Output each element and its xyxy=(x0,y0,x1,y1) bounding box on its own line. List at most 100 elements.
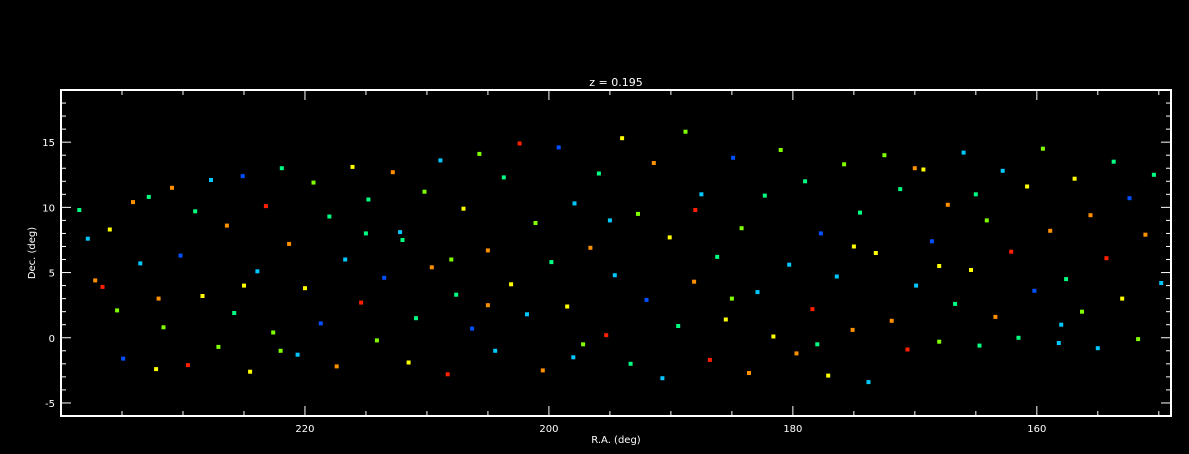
data-point xyxy=(449,257,454,262)
data-point xyxy=(826,373,831,378)
data-point xyxy=(612,273,617,278)
data-point xyxy=(255,269,260,274)
data-point xyxy=(363,231,368,236)
data-point xyxy=(973,192,978,197)
data-point xyxy=(937,264,942,268)
data-point xyxy=(295,352,300,357)
data-point xyxy=(200,294,205,298)
data-point xyxy=(707,357,712,362)
data-point xyxy=(1040,146,1045,151)
data-point xyxy=(803,179,808,184)
data-point xyxy=(279,166,284,171)
data-point xyxy=(400,238,405,242)
data-point xyxy=(77,208,82,212)
data-point xyxy=(937,339,942,344)
data-point xyxy=(1080,309,1084,314)
data-point xyxy=(170,185,174,190)
data-point xyxy=(1104,256,1109,261)
data-point xyxy=(866,380,871,385)
data-point xyxy=(739,226,744,231)
data-point xyxy=(232,311,237,315)
data-point xyxy=(914,283,919,288)
data-point xyxy=(787,262,792,267)
data-point xyxy=(85,236,90,241)
data-point xyxy=(794,351,799,356)
data-point xyxy=(1088,213,1093,218)
y-axis: -5 0 5 10 15 xyxy=(42,89,1171,417)
data-point xyxy=(216,344,221,349)
data-point xyxy=(398,230,403,235)
data-point xyxy=(100,284,105,289)
data-point xyxy=(327,214,332,219)
data-point xyxy=(470,326,475,331)
data-point xyxy=(1000,168,1005,173)
data-point xyxy=(731,155,736,160)
data-point xyxy=(676,324,681,328)
data-point xyxy=(1143,232,1148,237)
chart-title: z = 0.195 xyxy=(589,76,642,89)
data-point xyxy=(1072,176,1077,181)
data-point xyxy=(692,279,697,284)
data-point xyxy=(414,316,418,321)
data-point xyxy=(850,327,855,332)
data-point xyxy=(1032,288,1037,293)
data-point xyxy=(334,364,339,369)
data-point xyxy=(660,376,665,381)
data-point xyxy=(1151,172,1156,177)
data-point xyxy=(278,348,283,353)
data-point xyxy=(571,355,576,360)
data-point xyxy=(810,307,815,312)
data-point xyxy=(815,342,820,347)
data-point xyxy=(636,211,640,216)
data-point xyxy=(644,297,649,302)
data-point xyxy=(628,361,633,366)
data-point xyxy=(525,312,529,317)
data-point xyxy=(445,372,450,377)
data-point xyxy=(343,257,348,262)
data-point xyxy=(723,317,728,322)
data-point xyxy=(755,290,760,295)
data-point xyxy=(762,193,767,198)
data-point xyxy=(556,145,561,150)
data-point xyxy=(771,334,776,339)
data-point xyxy=(248,369,253,374)
y-axis-label: Dec. (deg) xyxy=(27,227,38,279)
data-point xyxy=(311,180,316,185)
x-tick-label: 160 xyxy=(1027,424,1046,435)
data-point xyxy=(921,167,926,172)
data-point xyxy=(969,268,973,272)
data-point xyxy=(359,300,364,305)
data-point xyxy=(540,368,545,373)
data-point xyxy=(374,338,379,343)
data-point xyxy=(889,318,894,323)
data-point xyxy=(131,200,135,205)
data-point xyxy=(1120,296,1125,301)
data-point xyxy=(1159,281,1164,285)
y-tick-label: -5 xyxy=(45,399,55,410)
data-point xyxy=(834,274,839,279)
data-point xyxy=(1048,228,1053,233)
data-point xyxy=(984,218,989,223)
data-point xyxy=(193,209,198,214)
data-point xyxy=(667,235,672,240)
data-point xyxy=(240,174,245,179)
data-point xyxy=(509,282,514,287)
data-point xyxy=(366,197,371,202)
data-point xyxy=(390,170,395,175)
y-tick-label: 15 xyxy=(42,138,55,149)
x-tick-label: 220 xyxy=(295,424,314,435)
data-point xyxy=(224,223,229,228)
data-point xyxy=(588,245,593,250)
data-point xyxy=(905,347,910,352)
data-point xyxy=(572,201,577,206)
data-point xyxy=(1136,337,1141,342)
data-point xyxy=(596,171,601,176)
data-point xyxy=(406,360,411,365)
data-point xyxy=(107,227,112,232)
data-point xyxy=(161,325,166,330)
data-point xyxy=(1111,159,1116,164)
data-point xyxy=(350,164,355,169)
data-point xyxy=(477,151,482,156)
data-point xyxy=(185,363,190,368)
